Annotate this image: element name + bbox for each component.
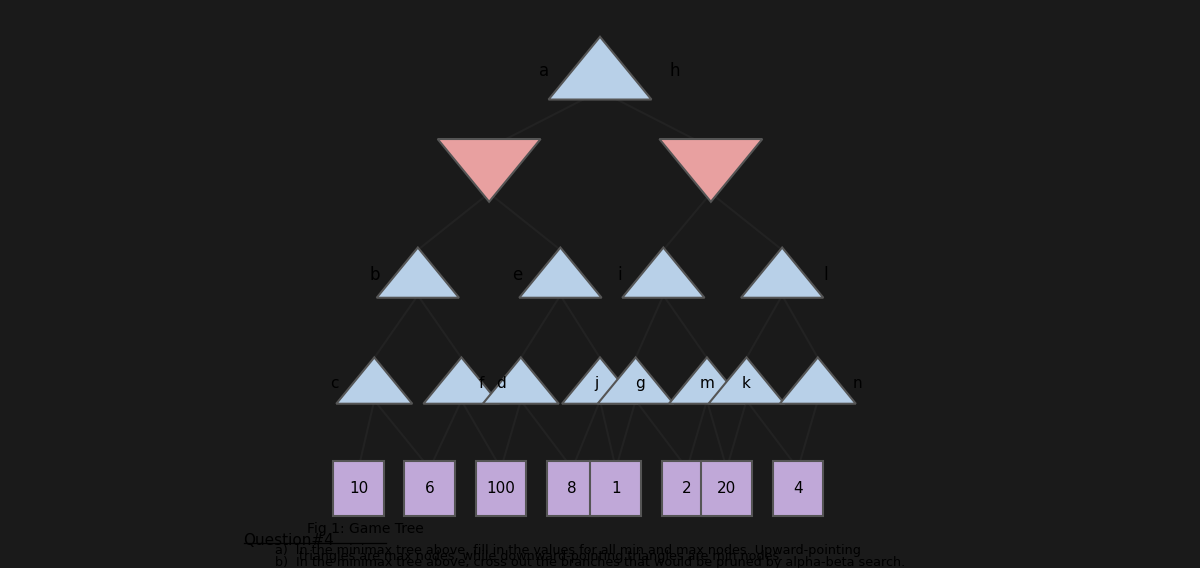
Polygon shape [780, 357, 856, 404]
Text: g: g [635, 376, 644, 391]
FancyBboxPatch shape [701, 461, 752, 516]
Text: d: d [496, 376, 506, 391]
Polygon shape [377, 248, 460, 298]
Text: 2: 2 [683, 481, 692, 496]
Polygon shape [622, 248, 704, 298]
Text: 20: 20 [718, 481, 737, 496]
Polygon shape [520, 248, 601, 298]
Text: m: m [700, 376, 714, 391]
Polygon shape [598, 357, 673, 404]
Text: k: k [742, 376, 751, 391]
Text: a)  In the minimax tree above, fill in the values for all min and max nodes. Upw: a) In the minimax tree above, fill in th… [275, 545, 862, 557]
Text: e: e [511, 266, 522, 285]
Text: c: c [330, 376, 338, 391]
FancyBboxPatch shape [773, 461, 823, 516]
Polygon shape [562, 357, 638, 404]
FancyBboxPatch shape [547, 461, 598, 516]
FancyBboxPatch shape [334, 461, 384, 516]
Text: 100: 100 [486, 481, 516, 496]
Text: j: j [594, 376, 598, 391]
Text: a: a [540, 62, 550, 80]
Polygon shape [482, 357, 559, 404]
FancyBboxPatch shape [661, 461, 713, 516]
Text: n: n [852, 376, 863, 391]
Text: b: b [370, 266, 379, 285]
Text: triangles are max nodes, while downward-pointing triangles are min nodes.: triangles are max nodes, while downward-… [275, 550, 784, 563]
FancyBboxPatch shape [404, 461, 455, 516]
Text: 10: 10 [349, 481, 368, 496]
Polygon shape [548, 37, 652, 99]
Polygon shape [740, 248, 823, 298]
Polygon shape [668, 357, 745, 404]
Text: 6: 6 [425, 481, 434, 496]
Polygon shape [438, 139, 541, 202]
Polygon shape [708, 357, 785, 404]
FancyBboxPatch shape [590, 461, 641, 516]
Polygon shape [660, 139, 762, 202]
Text: f: f [479, 376, 484, 391]
Text: l: l [823, 266, 828, 285]
Text: 8: 8 [568, 481, 577, 496]
FancyBboxPatch shape [475, 461, 527, 516]
Text: 4: 4 [793, 481, 803, 496]
Text: 1: 1 [611, 481, 620, 496]
Text: h: h [670, 62, 680, 80]
Text: Fig 1: Game Tree: Fig 1: Game Tree [307, 523, 424, 536]
Text: Question#4: Question#4 [244, 533, 335, 548]
Text: b)  In the minimax tree above, cross out the branches that would be pruned by al: b) In the minimax tree above, cross out … [275, 556, 906, 568]
Polygon shape [424, 357, 499, 404]
Text: i: i [618, 266, 622, 285]
Polygon shape [336, 357, 413, 404]
